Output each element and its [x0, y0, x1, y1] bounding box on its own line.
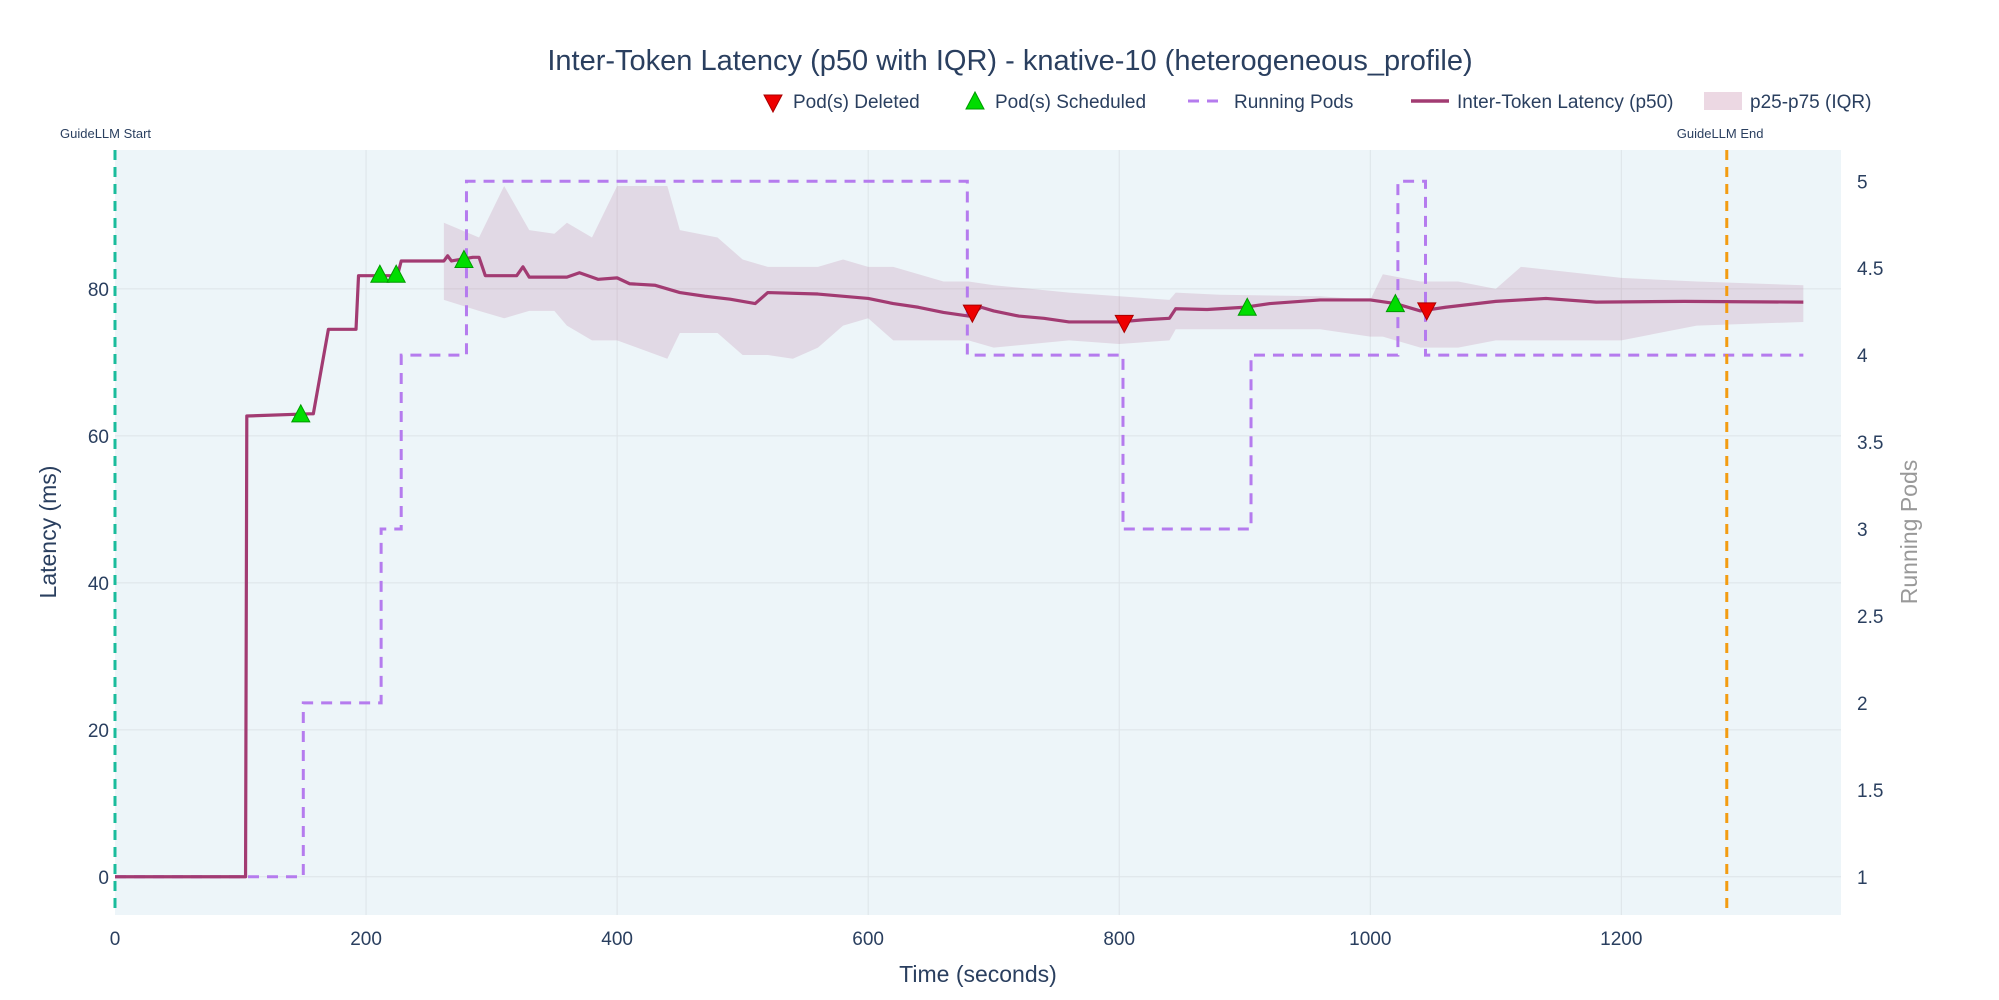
iqr-area	[443, 186, 1804, 359]
y-tick-label: 20	[88, 721, 109, 742]
legend: Pod(s) Deleted Pod(s) Scheduled Running Po…	[763, 90, 1871, 114]
x-tick-label: 1200	[1600, 929, 1642, 950]
x-tick-label: 1000	[1349, 929, 1391, 950]
y2-tick-label: 4.5	[1857, 259, 1883, 280]
legend-label: p25-p75 (IQR)	[1750, 92, 1871, 113]
running-pods-line	[115, 179, 1804, 879]
y2-axis-label: Running Pods	[1896, 460, 1922, 605]
pod-scheduled-marker	[290, 403, 311, 423]
legend-iqr-icon	[1704, 92, 1742, 110]
x-tick-label: 200	[350, 929, 382, 950]
y2-tick-label: 5	[1857, 172, 1868, 193]
legend-item: Inter-Token Latency (p50)	[1411, 92, 1674, 113]
legend-label: Inter-Token Latency (p50)	[1457, 92, 1674, 113]
gridlines	[115, 150, 1841, 915]
legend-deleted-icon	[763, 94, 783, 114]
y2-tick-label: 3	[1857, 520, 1868, 541]
pod-scheduled-marker	[370, 264, 390, 283]
legend-label: Pod(s) Deleted	[793, 92, 920, 113]
plot-area	[115, 150, 1841, 915]
pod-scheduled-marker	[1237, 297, 1258, 316]
iqr-band	[443, 186, 1804, 359]
guidellm-end-label: GuideLLM End	[1677, 126, 1764, 141]
p50-series	[115, 254, 1804, 879]
axis-ticks: 0 200 400 600 800 1000 1200 0 20 40 60 80 1 1.5 2 2.5 3 3…	[88, 172, 1884, 950]
p50-line	[115, 254, 1804, 879]
legend-item: Pod(s) Scheduled	[965, 90, 1146, 113]
legend-label: Running Pods	[1234, 92, 1353, 113]
running-pods-series	[115, 179, 1804, 879]
pod-deleted-marker	[1416, 302, 1437, 322]
y-tick-label: 0	[98, 868, 109, 889]
guidellm-markers: GuideLLM Start GuideLLM End	[60, 126, 1764, 915]
y2-tick-label: 1.5	[1857, 781, 1883, 802]
x-tick-label: 600	[852, 929, 884, 950]
y-tick-label: 40	[88, 574, 109, 595]
y-axis-label: Latency (ms)	[35, 466, 61, 599]
legend-item: Running Pods	[1188, 92, 1353, 113]
legend-item: p25-p75 (IQR)	[1704, 92, 1871, 113]
guidellm-start-label: GuideLLM Start	[60, 126, 151, 141]
x-axis-label: Time (seconds)	[899, 961, 1057, 987]
y2-tick-label: 4	[1857, 346, 1868, 367]
y2-tick-label: 3.5	[1857, 433, 1883, 454]
y2-tick-label: 1	[1857, 868, 1868, 889]
legend-item: Pod(s) Deleted	[763, 92, 920, 114]
pod-event-markers	[290, 249, 1437, 423]
pod-deleted-marker	[1114, 314, 1135, 334]
x-tick-label: 0	[110, 929, 121, 950]
chart-title: Inter-Token Latency (p50 with IQR) - kna…	[547, 45, 1472, 77]
pod-scheduled-marker	[386, 264, 407, 283]
y-tick-label: 80	[88, 280, 109, 301]
pod-scheduled-marker	[1385, 293, 1406, 313]
legend-label: Pod(s) Scheduled	[995, 92, 1146, 113]
y-tick-label: 60	[88, 427, 109, 448]
y2-tick-label: 2	[1857, 694, 1868, 715]
legend-scheduled-icon	[965, 90, 985, 110]
y2-tick-label: 2.5	[1857, 607, 1883, 628]
pod-scheduled-marker	[454, 249, 474, 268]
x-tick-label: 800	[1103, 929, 1135, 950]
pod-deleted-marker	[962, 304, 983, 324]
x-tick-label: 400	[601, 929, 633, 950]
